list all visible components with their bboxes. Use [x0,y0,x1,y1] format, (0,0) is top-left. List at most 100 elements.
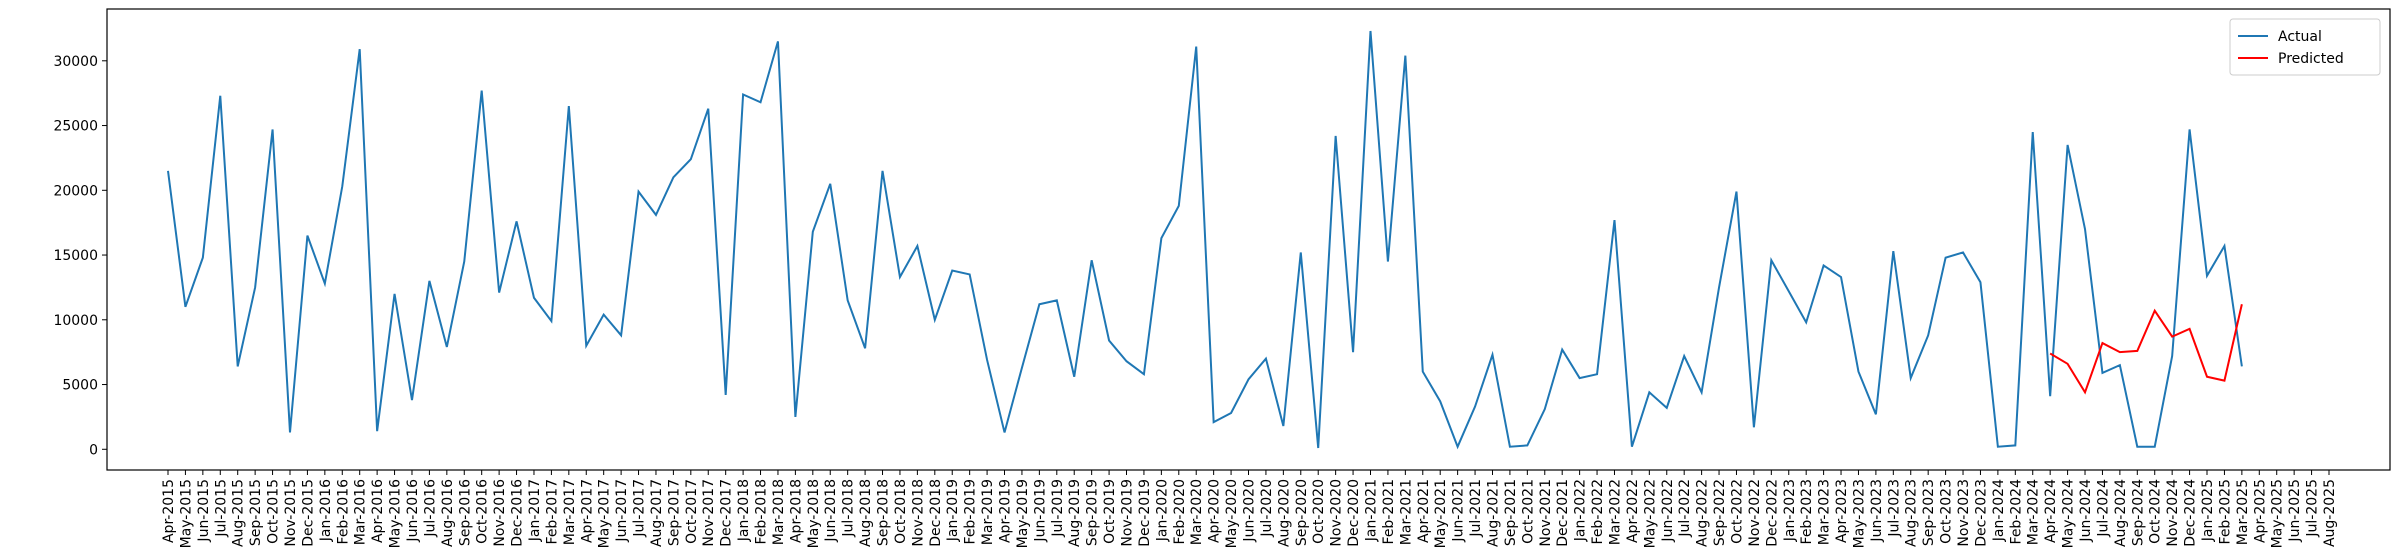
x-tick-label: Mar-2018 [771,479,787,545]
x-tick-label: Mar-2020 [1189,479,1205,545]
x-tick-label: May-2020 [1224,479,1240,548]
x-tick-label: Oct-2020 [1311,479,1327,544]
x-tick-label: Oct-2015 [266,479,282,544]
x-tick-label: Aug-2017 [649,479,665,547]
x-tick-label: Jul-2022 [1677,479,1693,538]
x-tick-label: Apr-2017 [579,479,595,543]
x-tick-label: Oct-2018 [893,479,909,544]
x-tick-label: Mar-2023 [1817,479,1833,545]
x-tick-label: Dec-2020 [1346,479,1362,547]
x-tick-label: Oct-2017 [684,479,700,544]
legend-box [2229,18,2381,76]
x-tick-label: Mar-2019 [980,479,996,545]
x-tick-label: Sep-2015 [248,479,264,546]
x-tick-label: Feb-2025 [2217,479,2233,544]
y-tick-label: 0 [89,442,98,458]
x-tick-label: Aug-2020 [1276,479,1292,547]
x-tick-label: Aug-2023 [1904,479,1920,547]
x-tick-label: Sep-2022 [1712,479,1728,546]
legend-label: Actual [2278,29,2322,45]
x-tick-label: Sep-2019 [1085,479,1101,546]
x-tick-label: Jun-2024 [2078,479,2094,543]
x-tick-label: Aug-2018 [858,479,874,547]
x-tick-label: Feb-2024 [2008,479,2024,545]
x-tick-label: Jun-2018 [823,479,839,543]
x-tick-label: Apr-2018 [788,479,804,543]
x-tick-label: Jan-2023 [1782,479,1798,542]
x-tick-label: May-2019 [1015,479,1031,548]
x-tick-label: Sep-2020 [1294,479,1310,546]
x-tick-label: Nov-2018 [910,479,926,547]
x-tick-label: Dec-2021 [1555,479,1571,547]
x-tick-label: Sep-2017 [666,479,682,546]
x-tick-label: Nov-2020 [1329,479,1345,547]
x-tick-label: May-2016 [388,479,404,548]
x-tick-label: Oct-2023 [1939,479,1955,544]
x-tick-label: Jul-2024 [2095,479,2111,538]
x-tick-label: Sep-2023 [1921,479,1937,546]
x-tick-label: Jan-2020 [1154,479,1170,542]
y-tick-label: 15000 [53,248,98,264]
x-tick-label: Jun-2016 [405,479,421,543]
x-tick-label: Jan-2024 [1991,479,2007,542]
x-tick-label: Jul-2021 [1468,479,1484,538]
x-tick-label: Jul-2018 [841,479,857,538]
x-tick-label: Jan-2016 [318,479,334,542]
x-tick-label: Jun-2021 [1451,479,1467,543]
x-tick-label: Jun-2020 [1242,479,1258,543]
line-series [2049,304,2243,395]
x-tick-label: Dec-2017 [719,479,735,547]
x-tick-label: Aug-2024 [2113,479,2129,547]
x-tick-label: Jul-2019 [1050,479,1066,538]
x-tick-label: Jan-2025 [2200,479,2216,542]
x-tick-label: Apr-2023 [1834,479,1850,543]
x-tick-label: Oct-2016 [475,479,491,544]
x-tick-label: Sep-2021 [1503,479,1519,546]
x-tick-label: Feb-2022 [1590,479,1606,544]
x-tick-label: May-2017 [597,479,613,548]
x-tick-label: Oct-2021 [1520,479,1536,544]
x-tick-label: Apr-2016 [370,479,386,543]
x-tick-label: Jan-2022 [1573,479,1589,542]
x-tick-label: Apr-2025 [2252,479,2268,543]
x-tick-label: Jul-2023 [1886,479,1902,538]
x-tick-label: Sep-2018 [876,479,892,546]
y-tick-label: 30000 [53,54,98,70]
x-tick-label: Jun-2019 [1032,479,1048,543]
x-tick-label: Aug-2022 [1695,479,1711,547]
x-tick-label: Jul-2020 [1259,479,1275,538]
line-series [167,30,2243,450]
x-tick-label: Apr-2022 [1625,479,1641,543]
x-tick-label: May-2018 [806,479,822,548]
legend-label: Predicted [2278,51,2344,67]
x-tick-label: May-2024 [2061,479,2077,548]
x-tick-label: Jan-2019 [945,479,961,542]
x-tick-label: May-2021 [1433,479,1449,548]
x-tick-label: Jun-2022 [1660,479,1676,543]
x-tick-label: Aug-2025 [2322,479,2338,547]
x-tick-label: Oct-2022 [1729,479,1745,544]
y-tick-label: 5000 [62,378,98,394]
x-tick-label: Jun-2017 [614,479,630,543]
x-tick-label: Feb-2016 [335,479,351,545]
x-tick-label: Mar-2017 [562,479,578,545]
x-tick-label: Aug-2021 [1485,479,1501,547]
x-tick-label: Oct-2024 [2148,479,2164,544]
x-tick-label: Nov-2015 [283,479,299,547]
x-tick-label: Jan-2017 [527,479,543,542]
x-tick-label: Jan-2021 [1363,479,1379,542]
x-tick-label: Dec-2016 [510,479,526,547]
x-tick-label: Nov-2024 [2165,479,2181,547]
x-tick-label: May-2023 [1851,479,1867,548]
x-tick-label: Mar-2021 [1398,479,1414,545]
x-tick-label: May-2025 [2270,479,2286,548]
x-tick-label: Apr-2021 [1416,479,1432,543]
x-tick-label: Dec-2022 [1764,479,1780,547]
x-tick-label: Nov-2016 [492,479,508,547]
x-tick-label: Aug-2015 [231,479,247,547]
x-tick-label: Nov-2021 [1538,479,1554,547]
x-tick-label: Jun-2015 [196,479,212,543]
x-tick-label: Mar-2024 [2026,479,2042,545]
x-tick-label: Mar-2022 [1607,479,1623,545]
x-tick-label: Nov-2019 [1120,479,1136,547]
